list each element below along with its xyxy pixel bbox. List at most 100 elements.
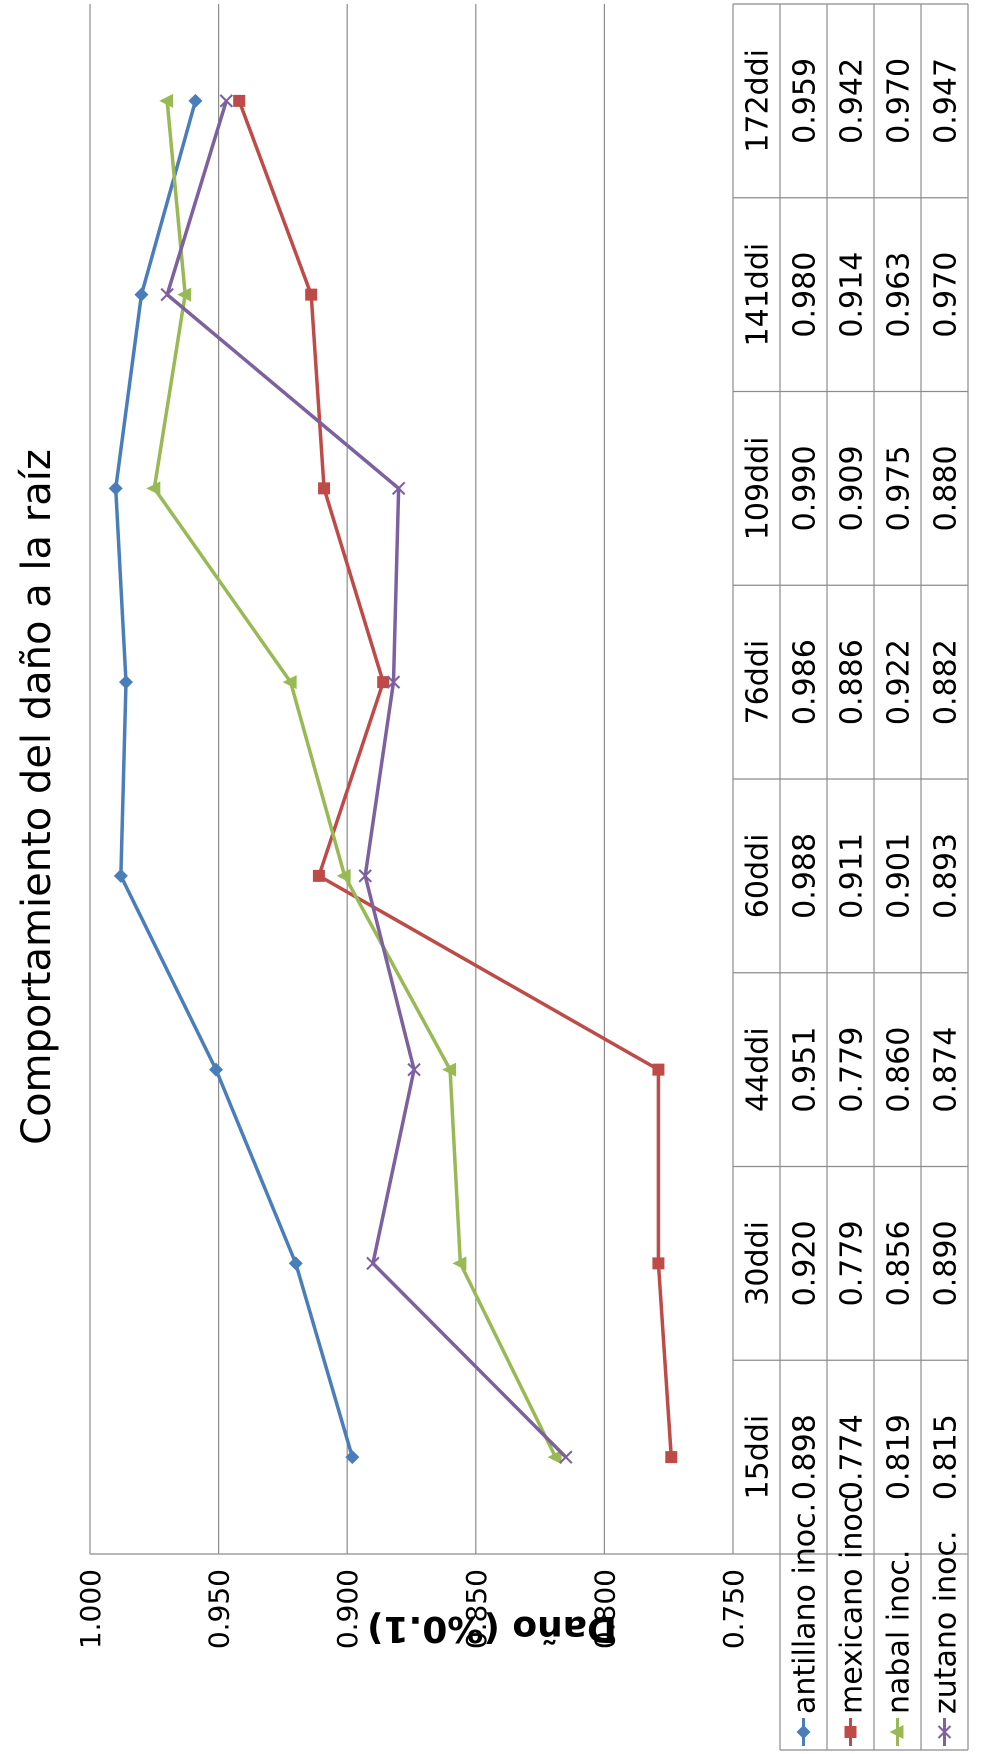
y-tick-label: 1.000 — [74, 1569, 107, 1649]
data-point — [134, 287, 149, 302]
data-point — [233, 94, 246, 107]
y-tick-label: 0.850 — [460, 1569, 493, 1649]
data-point — [160, 287, 174, 302]
legend-series-name: antillano inoc. — [788, 1503, 823, 1714]
table-value: 0.988 — [788, 833, 823, 919]
y-tick-label: 0.800 — [588, 1569, 621, 1649]
data-point — [119, 675, 134, 690]
y-axis-label: Daño (%0.1) — [367, 1608, 617, 1649]
legend-key-marker — [796, 1725, 811, 1739]
table-value: 0.882 — [929, 639, 964, 725]
table-value: 0.819 — [882, 1414, 917, 1500]
chart-title: Comportamiento del daño a la raíz — [14, 449, 60, 1145]
table-value: 0.893 — [929, 833, 964, 919]
table-value: 0.901 — [882, 833, 917, 919]
data-point — [188, 93, 203, 108]
data-point — [452, 1256, 467, 1271]
data-point — [652, 1063, 665, 1076]
table-value: 0.774 — [835, 1414, 870, 1500]
table-value: 0.922 — [882, 639, 917, 725]
series-antillano — [108, 93, 360, 1465]
data-point — [386, 675, 401, 689]
y-tick-label: 0.950 — [203, 1569, 236, 1649]
category-label: 15ddi — [741, 1415, 776, 1500]
data-point — [407, 1062, 421, 1077]
series-line — [165, 100, 568, 1459]
data-point — [146, 481, 161, 496]
data-point — [219, 94, 234, 108]
table-value: 0.986 — [788, 639, 823, 725]
data-point — [559, 1450, 573, 1464]
data-point — [366, 1256, 380, 1271]
table-value: 0.909 — [835, 445, 870, 531]
data-point — [159, 93, 174, 108]
legend-key-marker — [889, 1725, 904, 1739]
category-label: 172ddi — [741, 49, 776, 153]
table-value: 0.914 — [835, 252, 870, 338]
category-label: 141ddi — [741, 243, 776, 347]
data-point — [113, 868, 128, 883]
data-point — [345, 1450, 360, 1465]
category-label: 44ddi — [741, 1027, 776, 1112]
table-value: 0.970 — [929, 252, 964, 338]
plot-series — [108, 93, 678, 1465]
table-value: 0.779 — [835, 1027, 870, 1113]
series-zutano — [160, 94, 573, 1464]
table-value: 0.898 — [788, 1414, 823, 1500]
table-value: 0.880 — [929, 445, 964, 531]
data-point — [305, 288, 318, 301]
table-value: 0.990 — [788, 445, 823, 531]
table-value: 0.970 — [882, 58, 917, 144]
series-mexicano — [233, 94, 678, 1464]
table-value: 0.886 — [835, 639, 870, 725]
category-label: 30ddi — [741, 1221, 776, 1306]
category-label: 60ddi — [741, 834, 776, 919]
category-label: 76ddi — [741, 640, 776, 725]
series-line — [113, 100, 355, 1458]
data-point — [312, 869, 325, 882]
table-value: 0.779 — [835, 1220, 870, 1306]
data-point — [177, 287, 192, 302]
y-tick-label: 0.750 — [717, 1569, 750, 1649]
chart-body: Comportamiento del daño a la raíz 0.7500… — [14, 3, 969, 1751]
legend-key-marker — [937, 1725, 952, 1739]
table-value: 0.951 — [788, 1027, 823, 1113]
data-point — [288, 1256, 303, 1271]
data-point — [358, 869, 372, 883]
legend-series-name: mexicano inoc. — [835, 1487, 870, 1714]
table-value: 0.947 — [929, 58, 964, 144]
legend-series-name: nabal inoc. — [882, 1550, 917, 1714]
data-point — [377, 676, 390, 689]
table-value: 0.920 — [788, 1220, 823, 1306]
y-tick-labels: 0.750 0.800 0.850 0.900 0.950 1.000 — [74, 1569, 750, 1649]
category-label: 109ddi — [741, 437, 776, 541]
table-value: 0.942 — [835, 58, 870, 144]
legend-key-marker — [844, 1726, 857, 1738]
data-point — [318, 482, 331, 495]
table-value: 0.975 — [882, 445, 917, 531]
table-value: 0.874 — [929, 1027, 964, 1113]
data-point — [108, 481, 123, 496]
table-value: 0.860 — [882, 1027, 917, 1113]
y-tick-label: 0.900 — [331, 1569, 364, 1649]
series-nabal — [146, 93, 562, 1465]
legend-series-name: zutano inoc. — [929, 1530, 964, 1714]
table-value: 0.963 — [882, 252, 917, 338]
table-value: 0.959 — [788, 58, 823, 144]
data-point — [442, 1062, 457, 1077]
data-point — [665, 1451, 678, 1464]
data-point — [547, 1450, 562, 1465]
table-value: 0.815 — [929, 1414, 964, 1500]
data-point — [282, 675, 297, 690]
data-point — [391, 481, 406, 496]
data-point — [209, 1062, 224, 1077]
table-value: 0.890 — [929, 1220, 964, 1306]
data-table: 15ddi 30ddi 44ddi 60ddi 76ddi 109ddi 141ddi 172… — [732, 3, 969, 1751]
data-point — [336, 868, 351, 883]
table-value: 0.980 — [788, 252, 823, 338]
table-value: 0.856 — [882, 1220, 917, 1306]
series-line — [237, 100, 674, 1458]
data-point — [652, 1257, 665, 1270]
series-line — [152, 100, 558, 1458]
